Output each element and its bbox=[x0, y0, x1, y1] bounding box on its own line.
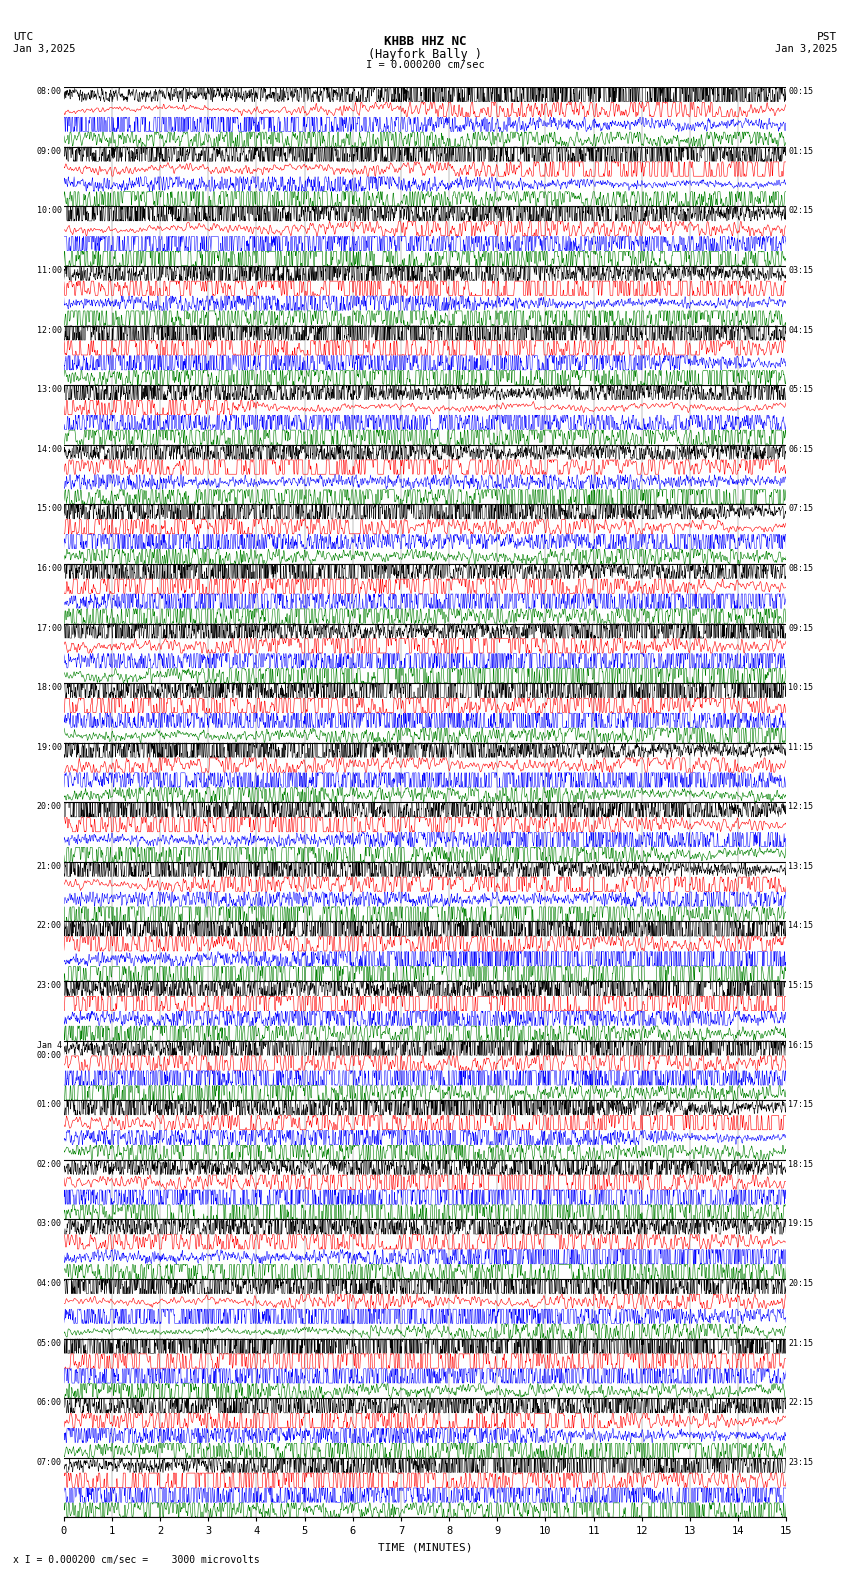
Text: 23:00: 23:00 bbox=[37, 980, 61, 990]
Text: x I = 0.000200 cm/sec =    3000 microvolts: x I = 0.000200 cm/sec = 3000 microvolts bbox=[13, 1555, 259, 1565]
Text: 12:15: 12:15 bbox=[789, 802, 813, 811]
Text: 10:00: 10:00 bbox=[37, 206, 61, 215]
Text: 11:15: 11:15 bbox=[789, 743, 813, 752]
Text: Jan 3,2025: Jan 3,2025 bbox=[774, 44, 837, 54]
Text: 04:00: 04:00 bbox=[37, 1280, 61, 1288]
Text: 10:15: 10:15 bbox=[789, 683, 813, 692]
Text: 08:00: 08:00 bbox=[37, 87, 61, 97]
Text: 15:00: 15:00 bbox=[37, 504, 61, 513]
Text: 14:00: 14:00 bbox=[37, 445, 61, 453]
Text: 11:00: 11:00 bbox=[37, 266, 61, 276]
Text: 13:15: 13:15 bbox=[789, 862, 813, 871]
Text: 17:15: 17:15 bbox=[789, 1101, 813, 1109]
Text: 17:00: 17:00 bbox=[37, 624, 61, 632]
Text: 21:00: 21:00 bbox=[37, 862, 61, 871]
Text: 18:15: 18:15 bbox=[789, 1159, 813, 1169]
Text: 07:15: 07:15 bbox=[789, 504, 813, 513]
Text: 19:15: 19:15 bbox=[789, 1220, 813, 1229]
X-axis label: TIME (MINUTES): TIME (MINUTES) bbox=[377, 1543, 473, 1552]
Text: Jan 3,2025: Jan 3,2025 bbox=[13, 44, 76, 54]
Text: 22:15: 22:15 bbox=[789, 1399, 813, 1407]
Text: 20:15: 20:15 bbox=[789, 1280, 813, 1288]
Text: 21:15: 21:15 bbox=[789, 1338, 813, 1348]
Text: 01:00: 01:00 bbox=[37, 1101, 61, 1109]
Text: 12:00: 12:00 bbox=[37, 325, 61, 334]
Text: 16:00: 16:00 bbox=[37, 564, 61, 573]
Text: 03:15: 03:15 bbox=[789, 266, 813, 276]
Text: 01:15: 01:15 bbox=[789, 147, 813, 155]
Text: 07:00: 07:00 bbox=[37, 1457, 61, 1467]
Text: PST: PST bbox=[817, 32, 837, 41]
Text: 16:15: 16:15 bbox=[789, 1041, 813, 1050]
Text: 09:00: 09:00 bbox=[37, 147, 61, 155]
Text: KHBB HHZ NC: KHBB HHZ NC bbox=[383, 35, 467, 48]
Text: I = 0.000200 cm/sec: I = 0.000200 cm/sec bbox=[366, 60, 484, 70]
Text: 09:15: 09:15 bbox=[789, 624, 813, 632]
Text: (Hayfork Bally ): (Hayfork Bally ) bbox=[368, 48, 482, 60]
Text: 20:00: 20:00 bbox=[37, 802, 61, 811]
Text: 06:15: 06:15 bbox=[789, 445, 813, 453]
Text: 23:15: 23:15 bbox=[789, 1457, 813, 1467]
Text: Jan 4
00:00: Jan 4 00:00 bbox=[37, 1041, 61, 1060]
Text: 00:15: 00:15 bbox=[789, 87, 813, 97]
Text: 13:00: 13:00 bbox=[37, 385, 61, 394]
Text: 05:00: 05:00 bbox=[37, 1338, 61, 1348]
Text: 19:00: 19:00 bbox=[37, 743, 61, 752]
Text: 22:00: 22:00 bbox=[37, 922, 61, 930]
Text: 08:15: 08:15 bbox=[789, 564, 813, 573]
Text: 02:00: 02:00 bbox=[37, 1159, 61, 1169]
Text: 18:00: 18:00 bbox=[37, 683, 61, 692]
Text: 04:15: 04:15 bbox=[789, 325, 813, 334]
Text: 03:00: 03:00 bbox=[37, 1220, 61, 1229]
Text: UTC: UTC bbox=[13, 32, 33, 41]
Text: 15:15: 15:15 bbox=[789, 980, 813, 990]
Text: 14:15: 14:15 bbox=[789, 922, 813, 930]
Text: 05:15: 05:15 bbox=[789, 385, 813, 394]
Text: 06:00: 06:00 bbox=[37, 1399, 61, 1407]
Text: 02:15: 02:15 bbox=[789, 206, 813, 215]
